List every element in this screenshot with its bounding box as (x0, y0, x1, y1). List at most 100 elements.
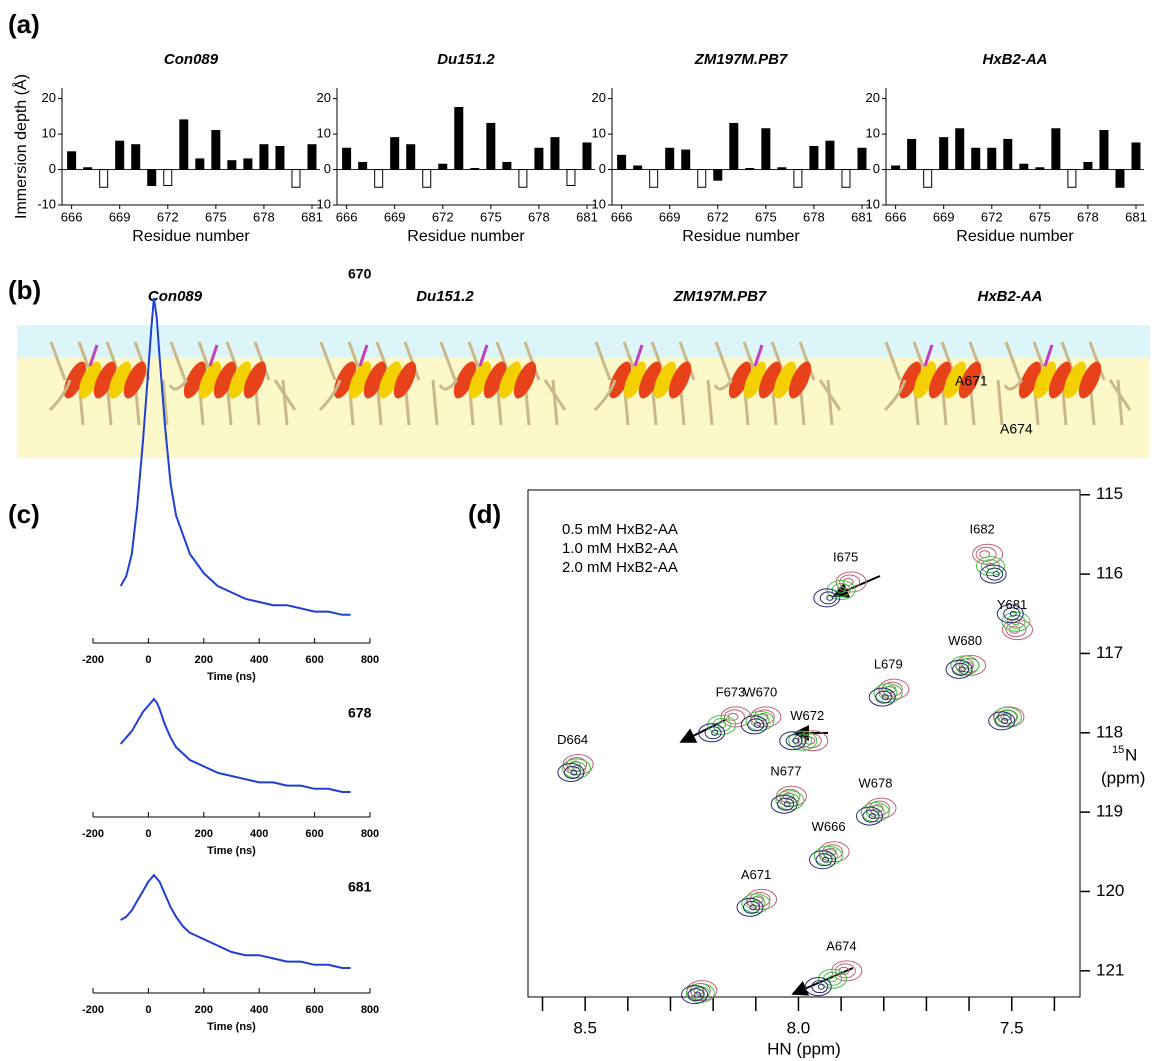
y-tick-label: 0 (324, 161, 331, 176)
side-chain (133, 341, 151, 381)
peak-contour (822, 856, 830, 863)
peak-contour (818, 968, 848, 989)
helix-ribbon (63, 361, 87, 399)
chart-title: Con089 (164, 51, 219, 68)
peak-contour (815, 853, 833, 867)
legend-entry: 2.0 mM HxB2-AA (562, 559, 678, 576)
trace-label: 681 (348, 879, 372, 895)
peak-contour (817, 983, 825, 990)
peak-contour (958, 666, 966, 673)
y-axis-label: Immersion depth (Å) (11, 74, 30, 219)
helix-ribbon (468, 361, 492, 399)
x-tick-label: 669 (384, 209, 406, 224)
x-tick-label: 200 (195, 654, 213, 666)
bar (99, 169, 109, 188)
trace-line (120, 873, 351, 969)
structures (48, 341, 1132, 426)
panel-label: (d) (468, 499, 501, 529)
backbone (593, 379, 842, 412)
x-tick-label: 8.5 (573, 1018, 597, 1037)
peak-contour (681, 985, 709, 1005)
bar (211, 130, 221, 171)
y-tick-label: 10 (42, 126, 56, 141)
x-tick-label: -200 (82, 1004, 104, 1016)
peak-label: W678 (859, 776, 893, 791)
helix-ribbon (653, 361, 677, 399)
y-tick-label: 0 (49, 161, 56, 176)
structure-title: ZM197M.PB7 (673, 288, 767, 305)
backbone (883, 379, 1132, 412)
peak-contour (779, 731, 807, 751)
bar (115, 140, 125, 171)
trace-label: 670 (348, 266, 372, 282)
helix-ribbon (393, 361, 417, 399)
y-tick-label: 10 (866, 126, 880, 141)
peak-contour (831, 960, 863, 982)
peak-contour (818, 848, 838, 863)
peak-label: W680 (948, 633, 982, 648)
y-tick-label: -10 (861, 196, 880, 211)
structure-title: Con089 (148, 288, 203, 305)
legend-entry: 1.0 mM HxB2-AA (562, 540, 678, 557)
helix-ribbon (1033, 361, 1057, 399)
peak-contour (804, 977, 832, 997)
x-tick-label: 666 (885, 209, 907, 224)
peak-contour (746, 896, 766, 911)
x-axis-label: Residue number (132, 228, 250, 245)
x-tick-label: 800 (361, 654, 379, 666)
helix-ribbon (788, 361, 812, 399)
bar (582, 142, 592, 171)
side-chain (826, 379, 834, 426)
peak-contour (834, 963, 856, 979)
peak-contour (753, 709, 775, 725)
helix-ribbon (363, 361, 387, 399)
panel-label: (a) (8, 9, 40, 39)
bar (825, 140, 835, 171)
x-tick-label: 666 (61, 209, 83, 224)
bar (374, 169, 384, 188)
bar (971, 147, 981, 171)
peak-label: A671 (741, 867, 771, 882)
x-tick-label: 681 (851, 209, 873, 224)
peak-label: A674 (826, 938, 856, 953)
x-tick-label: 200 (195, 828, 213, 840)
bar (147, 169, 157, 187)
bar (486, 122, 496, 171)
bar (454, 107, 464, 171)
x-tick-label: 678 (528, 209, 550, 224)
x-tick-label: 675 (755, 209, 777, 224)
y-tick-label: 10 (592, 126, 606, 141)
bar (761, 128, 771, 171)
x-tick-label: 666 (336, 209, 358, 224)
side-chain (439, 341, 457, 381)
panel-label: (b) (8, 275, 41, 305)
bar (502, 161, 512, 171)
bar (131, 144, 141, 171)
peak-contour (694, 991, 702, 998)
x-tick-label: 600 (305, 828, 323, 840)
side-chain (714, 341, 732, 381)
bar (923, 169, 933, 188)
bar (227, 160, 237, 171)
side-chain (923, 344, 934, 367)
x-tick-label: 400 (250, 828, 268, 840)
y-tick-label: -10 (312, 196, 331, 211)
peak-contour (743, 900, 761, 914)
peak-label: F673 (716, 684, 746, 699)
backbone (48, 379, 297, 412)
peak-contour (740, 715, 768, 735)
peak-contour (785, 734, 803, 748)
side-chain (49, 341, 67, 381)
peak-contour (865, 805, 885, 820)
bar (841, 169, 851, 188)
helix-ribbon (928, 361, 952, 399)
x-tick-label: 678 (253, 209, 275, 224)
trace-line (119, 697, 351, 793)
helix-ribbon (93, 361, 117, 399)
x-tick-label: 669 (109, 209, 131, 224)
x-tick-label: 678 (803, 209, 825, 224)
x-tick-label: 675 (205, 209, 227, 224)
helix-ribbon (228, 361, 252, 399)
bar (406, 144, 416, 171)
peak-contour (979, 564, 1007, 584)
